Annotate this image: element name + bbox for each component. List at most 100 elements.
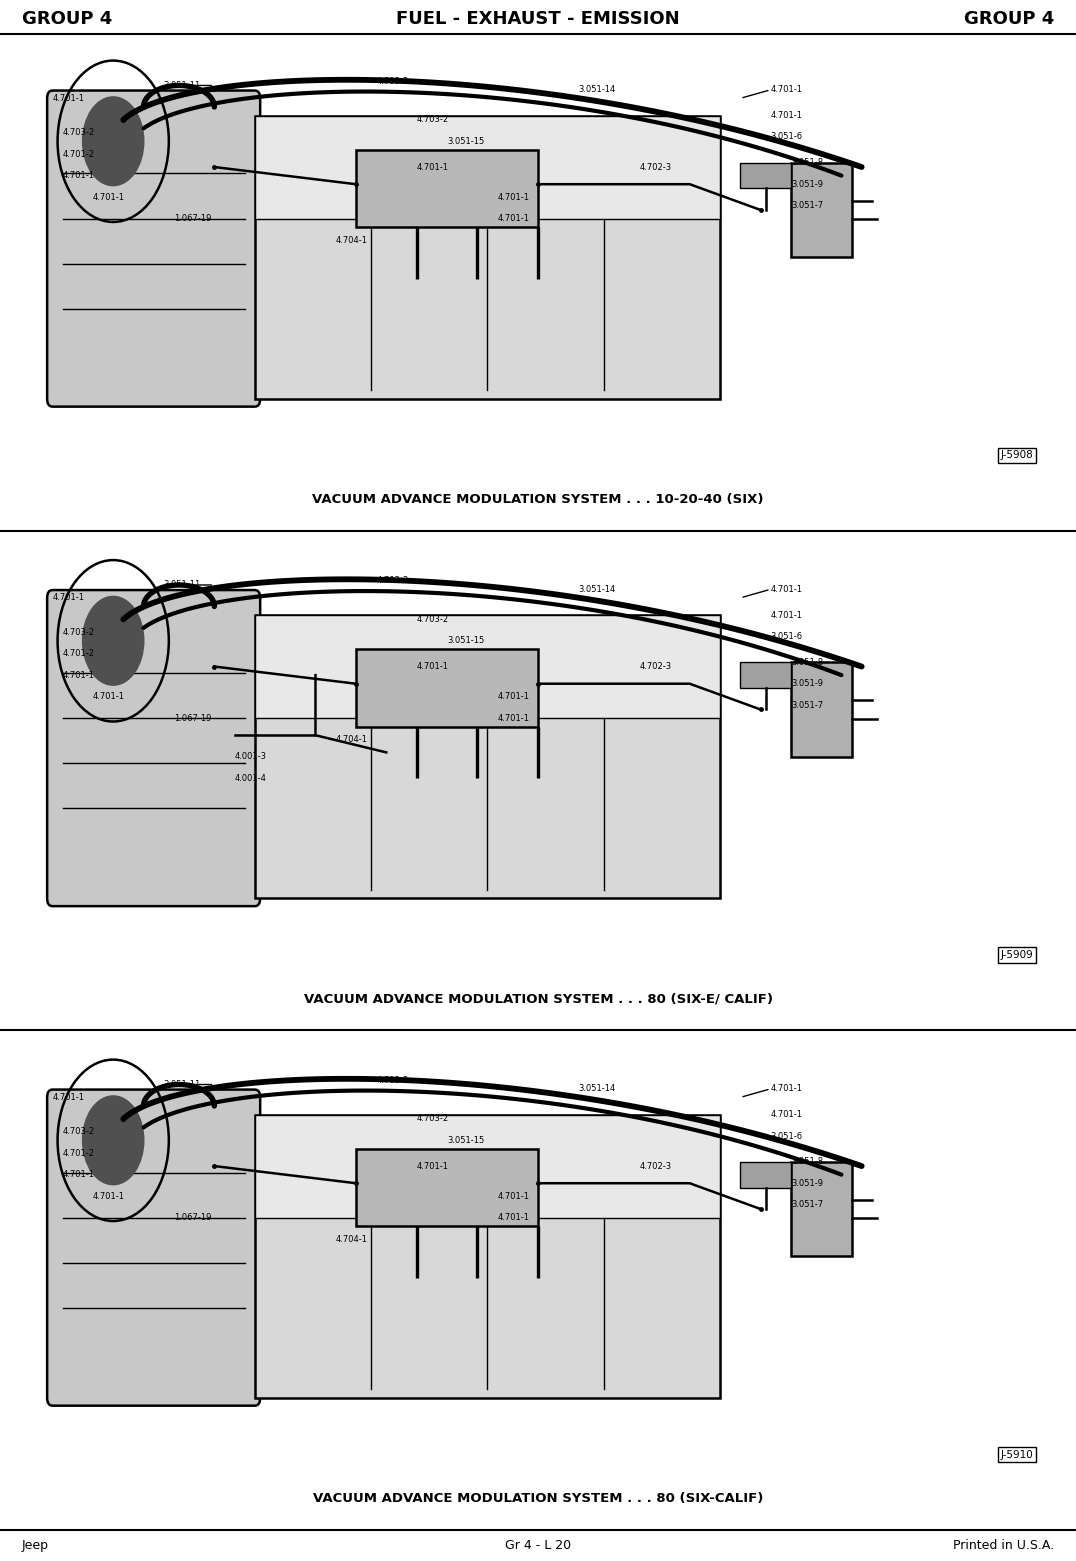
Text: 3.051-8: 3.051-8: [791, 657, 823, 667]
Text: 4.703-2: 4.703-2: [416, 615, 449, 624]
Text: 4.701-1: 4.701-1: [770, 86, 803, 94]
Text: 4.703-2: 4.703-2: [62, 1127, 95, 1136]
Bar: [791, 662, 851, 757]
Text: 3.051-9: 3.051-9: [791, 180, 823, 189]
Text: 3.051-14: 3.051-14: [579, 1085, 615, 1093]
Bar: [32, 47, 1044, 476]
Text: GROUP 4: GROUP 4: [964, 9, 1054, 28]
FancyBboxPatch shape: [47, 91, 260, 407]
Bar: [255, 116, 720, 400]
FancyBboxPatch shape: [47, 1090, 260, 1405]
Text: 3.051-14: 3.051-14: [579, 86, 615, 94]
Text: 4.701-1: 4.701-1: [770, 1085, 803, 1093]
Text: 3.051-7: 3.051-7: [791, 201, 823, 211]
Text: 4.701-1: 4.701-1: [93, 1191, 125, 1200]
Text: 4.704-1: 4.704-1: [336, 735, 368, 745]
Text: J-5909: J-5909: [1001, 951, 1033, 960]
Text: 4.703-2: 4.703-2: [62, 628, 95, 637]
Text: Printed in U.S.A.: Printed in U.S.A.: [953, 1539, 1054, 1552]
Text: 3.051-9: 3.051-9: [791, 1179, 823, 1188]
Text: 3.051-6: 3.051-6: [770, 632, 803, 642]
Text: 4.701-1: 4.701-1: [497, 192, 529, 201]
Text: 4.703-3: 4.703-3: [377, 1076, 409, 1085]
Bar: [791, 162, 851, 258]
Text: 4.703-3: 4.703-3: [377, 576, 409, 585]
Text: 4.703-2: 4.703-2: [416, 116, 449, 125]
Text: 1.067-19: 1.067-19: [174, 214, 211, 223]
Text: 3.051-11: 3.051-11: [164, 1080, 201, 1090]
Text: Jeep: Jeep: [22, 1539, 48, 1552]
Text: 4.701-2: 4.701-2: [62, 1149, 95, 1158]
Text: 4.701-1: 4.701-1: [770, 111, 803, 120]
Text: 4.701-1: 4.701-1: [93, 692, 125, 701]
Text: 3.051-8: 3.051-8: [791, 1157, 823, 1166]
Text: 4.701-1: 4.701-1: [497, 1213, 529, 1222]
Circle shape: [83, 1096, 144, 1185]
Text: J-5908: J-5908: [1001, 451, 1033, 460]
Bar: [32, 1046, 1044, 1475]
Text: 4.703-2: 4.703-2: [62, 128, 95, 137]
Text: 4.704-1: 4.704-1: [336, 236, 368, 245]
Text: 3.051-6: 3.051-6: [770, 133, 803, 142]
Text: 3.051-15: 3.051-15: [447, 637, 484, 645]
Text: 4.701-1: 4.701-1: [770, 1110, 803, 1119]
Text: 4.701-2: 4.701-2: [62, 649, 95, 659]
Text: 1.067-19: 1.067-19: [174, 713, 211, 723]
Text: 3.051-11: 3.051-11: [164, 81, 201, 91]
Text: 4.701-1: 4.701-1: [62, 172, 95, 180]
Text: 3.051-7: 3.051-7: [791, 1200, 823, 1210]
Bar: [255, 615, 720, 718]
Bar: [255, 1115, 720, 1218]
Text: 4.001-4: 4.001-4: [235, 774, 267, 782]
Text: 4.701-1: 4.701-1: [62, 671, 95, 679]
Text: 1.067-19: 1.067-19: [174, 1213, 211, 1222]
Bar: [356, 150, 538, 228]
Text: 4.701-1: 4.701-1: [770, 585, 803, 593]
Text: 4.703-2: 4.703-2: [416, 1115, 449, 1124]
Text: 4.701-1: 4.701-1: [497, 713, 529, 723]
Text: 4.001-3: 4.001-3: [235, 752, 267, 762]
Bar: [255, 615, 720, 899]
Text: 4.701-1: 4.701-1: [53, 1093, 85, 1102]
Text: 4.701-1: 4.701-1: [497, 692, 529, 701]
Text: 4.701-1: 4.701-1: [497, 1191, 529, 1200]
Text: VACUUM ADVANCE MODULATION SYSTEM . . . 80 (SIX-E/ CALIF): VACUUM ADVANCE MODULATION SYSTEM . . . 8…: [303, 993, 773, 1005]
Text: 4.702-3: 4.702-3: [639, 662, 671, 671]
Bar: [740, 662, 791, 688]
Text: 4.701-1: 4.701-1: [497, 214, 529, 223]
Text: 4.702-3: 4.702-3: [639, 162, 671, 172]
Bar: [740, 1161, 791, 1188]
Text: 4.701-1: 4.701-1: [93, 192, 125, 201]
Bar: [255, 116, 720, 219]
FancyBboxPatch shape: [47, 590, 260, 905]
Text: 3.051-15: 3.051-15: [447, 137, 484, 145]
Text: 4.701-2: 4.701-2: [62, 150, 95, 159]
Bar: [740, 162, 791, 189]
Text: 4.701-1: 4.701-1: [770, 610, 803, 620]
Text: 4.701-1: 4.701-1: [416, 1161, 449, 1171]
Bar: [255, 1115, 720, 1399]
Text: 3.051-9: 3.051-9: [791, 679, 823, 688]
Text: 4.701-1: 4.701-1: [416, 662, 449, 671]
Text: 4.703-3: 4.703-3: [377, 76, 409, 86]
Text: VACUUM ADVANCE MODULATION SYSTEM . . . 80 (SIX-CALIF): VACUUM ADVANCE MODULATION SYSTEM . . . 8…: [313, 1492, 763, 1505]
Text: 4.701-1: 4.701-1: [53, 94, 85, 103]
Text: 4.702-3: 4.702-3: [639, 1161, 671, 1171]
Text: 3.051-11: 3.051-11: [164, 581, 201, 590]
Bar: [32, 546, 1044, 976]
Text: FUEL - EXHAUST - EMISSION: FUEL - EXHAUST - EMISSION: [396, 9, 680, 28]
Text: 3.051-7: 3.051-7: [791, 701, 823, 710]
Circle shape: [83, 596, 144, 685]
Text: 3.051-6: 3.051-6: [770, 1132, 803, 1141]
Text: 4.701-1: 4.701-1: [416, 162, 449, 172]
Circle shape: [83, 97, 144, 186]
Text: GROUP 4: GROUP 4: [22, 9, 112, 28]
Text: Gr 4 - L 20: Gr 4 - L 20: [505, 1539, 571, 1552]
Text: 3.051-14: 3.051-14: [579, 585, 615, 593]
Text: 4.701-1: 4.701-1: [62, 1171, 95, 1179]
Text: 3.051-8: 3.051-8: [791, 158, 823, 167]
Text: VACUUM ADVANCE MODULATION SYSTEM . . . 10-20-40 (SIX): VACUUM ADVANCE MODULATION SYSTEM . . . 1…: [312, 493, 764, 506]
Text: 4.701-1: 4.701-1: [53, 593, 85, 603]
Text: 3.051-15: 3.051-15: [447, 1136, 484, 1144]
Bar: [791, 1161, 851, 1257]
